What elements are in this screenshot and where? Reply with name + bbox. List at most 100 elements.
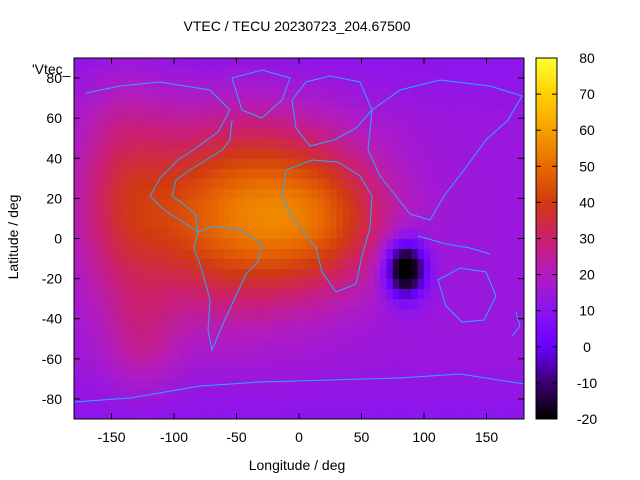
heatmap-cell	[161, 268, 169, 280]
heatmap-cell	[92, 298, 100, 310]
heatmap-cell	[161, 228, 169, 239]
heatmap-cell	[311, 68, 319, 79]
heatmap-cell	[511, 218, 519, 229]
heatmap-cell	[242, 98, 250, 109]
heatmap-cell	[474, 308, 481, 320]
heatmap-cell	[480, 168, 487, 179]
heatmap-cell	[242, 408, 250, 420]
heatmap-cell	[336, 338, 344, 350]
heatmap-cell	[99, 318, 106, 330]
heatmap-cell	[292, 158, 300, 169]
heatmap-cell	[174, 358, 181, 370]
heatmap-cell	[192, 348, 200, 360]
heatmap-cell	[324, 278, 331, 290]
heatmap-cell	[199, 308, 206, 320]
heatmap-cell	[455, 298, 462, 310]
heatmap-cell	[174, 168, 181, 179]
heatmap-cell	[399, 368, 406, 380]
heatmap-cell	[392, 138, 400, 149]
heatmap-cell	[436, 58, 444, 69]
heatmap-cell	[130, 268, 137, 280]
heatmap-cell	[242, 208, 250, 219]
heatmap-cell	[74, 118, 81, 129]
heatmap-cell	[261, 278, 269, 290]
heatmap-cell	[74, 198, 81, 209]
heatmap-cell	[392, 318, 400, 330]
heatmap-cell	[80, 248, 87, 259]
heatmap-cell	[505, 288, 512, 300]
heatmap-cell	[292, 278, 300, 290]
heatmap-cell	[492, 238, 500, 249]
heatmap-cell	[274, 298, 281, 310]
heatmap-cell	[411, 128, 419, 139]
heatmap-cell	[280, 368, 287, 380]
heatmap-cell	[136, 318, 144, 330]
heatmap-cell	[442, 218, 450, 229]
heatmap-cell	[449, 68, 456, 79]
heatmap-cell	[424, 88, 431, 99]
heatmap-cell	[499, 148, 506, 159]
heatmap-cell	[480, 408, 487, 420]
heatmap-cell	[80, 318, 87, 330]
heatmap-cell	[336, 388, 344, 400]
heatmap-cell	[280, 318, 287, 330]
heatmap-cell	[405, 238, 412, 249]
heatmap-cell	[486, 338, 494, 350]
heatmap-cell	[317, 248, 325, 259]
heatmap-cell	[255, 348, 262, 360]
heatmap-cell	[136, 68, 144, 79]
heatmap-cell	[430, 78, 437, 89]
heatmap-cell	[461, 308, 469, 320]
heatmap-cell	[405, 388, 412, 400]
heatmap-cell	[367, 278, 375, 290]
heatmap-cell	[267, 128, 275, 139]
heatmap-cell	[99, 108, 106, 119]
heatmap-cell	[136, 328, 144, 340]
heatmap-cell	[286, 68, 294, 79]
heatmap-cell	[242, 68, 250, 79]
heatmap-cell	[155, 128, 162, 139]
heatmap-cell	[117, 98, 125, 109]
heatmap-cell	[99, 78, 106, 89]
heatmap-cell	[224, 58, 231, 69]
heatmap-cell	[417, 278, 425, 290]
heatmap-cell	[367, 398, 375, 410]
heatmap-cell	[417, 398, 425, 410]
heatmap-cell	[199, 408, 206, 420]
heatmap-cell	[280, 268, 287, 280]
heatmap-cell	[492, 298, 500, 310]
heatmap-cell	[386, 358, 394, 370]
heatmap-cell	[492, 88, 500, 99]
heatmap-cell	[261, 168, 269, 179]
heatmap-cell	[155, 298, 162, 310]
heatmap-cell	[411, 158, 419, 169]
heatmap-cell	[499, 228, 506, 239]
heatmap-cell	[436, 408, 444, 420]
heatmap-cell	[205, 148, 212, 159]
heatmap-cell	[161, 138, 169, 149]
heatmap-cell	[161, 318, 169, 330]
heatmap-cell	[499, 318, 506, 330]
heatmap-cell	[130, 238, 137, 249]
heatmap-cell	[299, 98, 306, 109]
heatmap-cell	[455, 398, 462, 410]
heatmap-cell	[180, 358, 187, 370]
heatmap-cell	[305, 118, 312, 129]
heatmap-cell	[430, 168, 437, 179]
heatmap-cell	[117, 328, 125, 340]
heatmap-cell	[336, 228, 344, 239]
heatmap-cell	[186, 118, 194, 129]
heatmap-cell	[124, 118, 131, 129]
heatmap-cell	[105, 308, 112, 320]
heatmap-cell	[511, 148, 519, 159]
heatmap-cell	[174, 208, 181, 219]
heatmap-cell	[199, 148, 206, 159]
heatmap-cell	[474, 238, 481, 249]
heatmap-cell	[386, 248, 394, 259]
heatmap-cell	[136, 228, 144, 239]
heatmap-cell	[199, 128, 206, 139]
heatmap-cell	[436, 258, 444, 269]
heatmap-cell	[374, 138, 381, 149]
heatmap-cell	[442, 308, 450, 320]
heatmap-cell	[111, 408, 119, 420]
